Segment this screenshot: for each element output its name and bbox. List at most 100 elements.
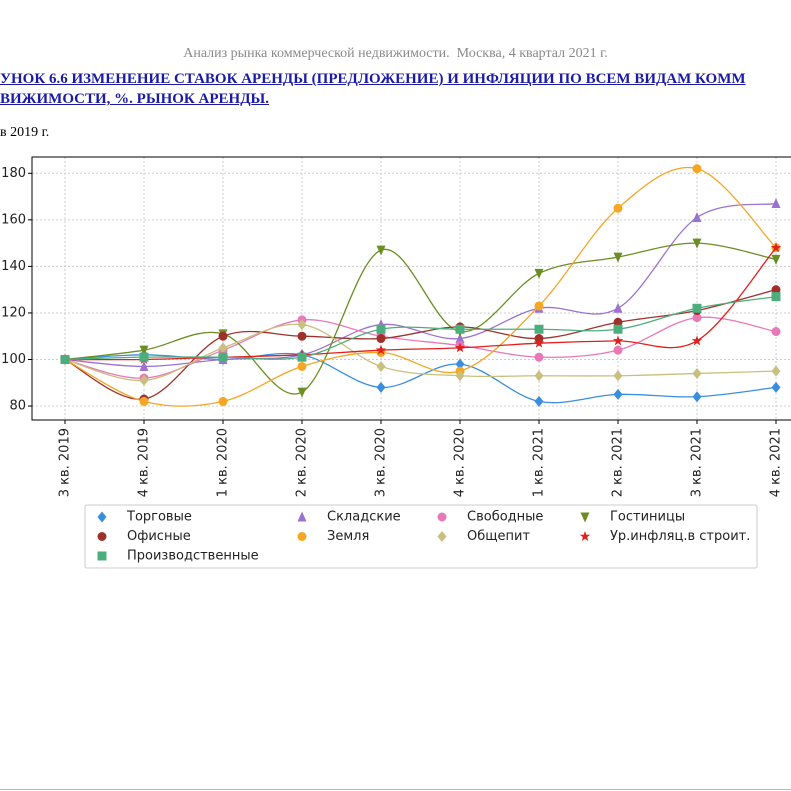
figure-title: УНОК 6.6 ИЗМЕНЕНИЕ СТАВОК АРЕНДЫ (ПРЕДЛО… xyxy=(0,71,746,87)
marker xyxy=(218,342,228,354)
marker xyxy=(455,370,465,382)
footer-line xyxy=(0,789,791,790)
marker xyxy=(579,531,591,541)
marker xyxy=(139,396,149,406)
marker xyxy=(771,365,781,377)
marker xyxy=(297,352,307,362)
marker xyxy=(375,344,387,355)
marker xyxy=(534,370,544,382)
legend-label: Земля xyxy=(327,529,369,544)
legend-label: Складские xyxy=(327,510,401,525)
marker xyxy=(612,335,624,346)
marker xyxy=(437,531,447,542)
marker xyxy=(613,388,623,400)
marker xyxy=(297,532,307,541)
marker xyxy=(580,512,590,523)
marker xyxy=(692,367,702,379)
marker xyxy=(771,254,781,265)
x-tick-label: 4 кв. 2020 xyxy=(453,428,468,497)
marker xyxy=(297,319,307,331)
x-tick-label: 4 кв. 2019 xyxy=(137,428,152,497)
series-line xyxy=(64,323,777,382)
marker xyxy=(691,335,703,346)
marker xyxy=(376,360,386,372)
y-tick-label: 120 xyxy=(1,305,26,320)
marker xyxy=(297,387,307,398)
marker xyxy=(613,252,623,263)
x-tick-label: 3 кв. 2019 xyxy=(58,428,73,497)
subtitle: в 2019 г. xyxy=(0,125,50,140)
plot-frame xyxy=(31,156,791,421)
marker xyxy=(770,242,782,253)
marker xyxy=(218,352,228,362)
marker xyxy=(534,352,544,362)
marker xyxy=(692,391,702,403)
marker xyxy=(613,302,623,313)
y-tick-label: 180 xyxy=(1,166,26,181)
marker xyxy=(692,238,702,249)
marker xyxy=(139,352,149,362)
y-tick-label: 100 xyxy=(1,352,26,367)
marker xyxy=(376,324,386,334)
marker xyxy=(771,198,781,209)
marker xyxy=(454,342,466,353)
marker xyxy=(455,333,465,344)
marker xyxy=(771,327,781,337)
legend-label: Ур.инфляц.в строит. xyxy=(610,529,750,544)
marker xyxy=(376,245,386,256)
marker xyxy=(139,374,149,386)
marker xyxy=(60,354,70,364)
series-line xyxy=(64,242,777,395)
marker xyxy=(534,268,544,279)
marker xyxy=(771,292,781,302)
marker xyxy=(613,324,623,334)
marker xyxy=(297,331,307,341)
x-tick-label: 1 кв. 2021 xyxy=(532,428,547,497)
x-tick-label: 1 кв. 2020 xyxy=(216,428,231,497)
marker xyxy=(97,551,107,561)
marker xyxy=(534,324,544,334)
y-tick-label: 80 xyxy=(9,399,26,414)
marker xyxy=(613,203,623,213)
marker xyxy=(139,360,149,371)
legend-label: Общепит xyxy=(467,529,530,544)
marker xyxy=(376,381,386,393)
marker xyxy=(97,532,107,541)
marker xyxy=(771,285,781,295)
marker xyxy=(692,303,702,313)
legend-label: Производственные xyxy=(127,549,259,564)
series-line xyxy=(64,352,777,404)
marker xyxy=(534,301,544,311)
x-tick-label: 2 кв. 2021 xyxy=(611,428,626,497)
marker xyxy=(533,337,545,348)
marker xyxy=(376,334,386,344)
y-tick-label: 160 xyxy=(1,212,26,227)
legend-label: Свободные xyxy=(467,510,543,525)
series-line xyxy=(64,247,777,361)
legend-box xyxy=(84,504,758,569)
marker xyxy=(455,358,465,370)
marker xyxy=(97,511,107,523)
marker xyxy=(613,370,623,382)
marker xyxy=(613,345,623,355)
page-header: Анализ рынка коммерческой недвижимости. … xyxy=(183,46,608,61)
x-tick-label: 3 кв. 2021 xyxy=(690,428,705,497)
x-tick-label: 3 кв. 2020 xyxy=(374,428,389,497)
marker xyxy=(297,511,307,522)
legend-label: Гостиницы xyxy=(610,510,685,525)
y-tick-label: 140 xyxy=(1,259,26,274)
legend-label: Торговые xyxy=(126,510,192,525)
series-line xyxy=(64,296,777,361)
x-tick-label: 2 кв. 2020 xyxy=(295,428,310,497)
marker xyxy=(771,381,781,393)
legend-label: Офисные xyxy=(127,529,191,544)
marker xyxy=(218,396,228,406)
marker xyxy=(692,313,702,323)
marker xyxy=(437,512,447,522)
marker xyxy=(692,164,702,174)
series-line xyxy=(64,166,777,407)
marker xyxy=(218,331,228,341)
marker xyxy=(613,317,623,327)
